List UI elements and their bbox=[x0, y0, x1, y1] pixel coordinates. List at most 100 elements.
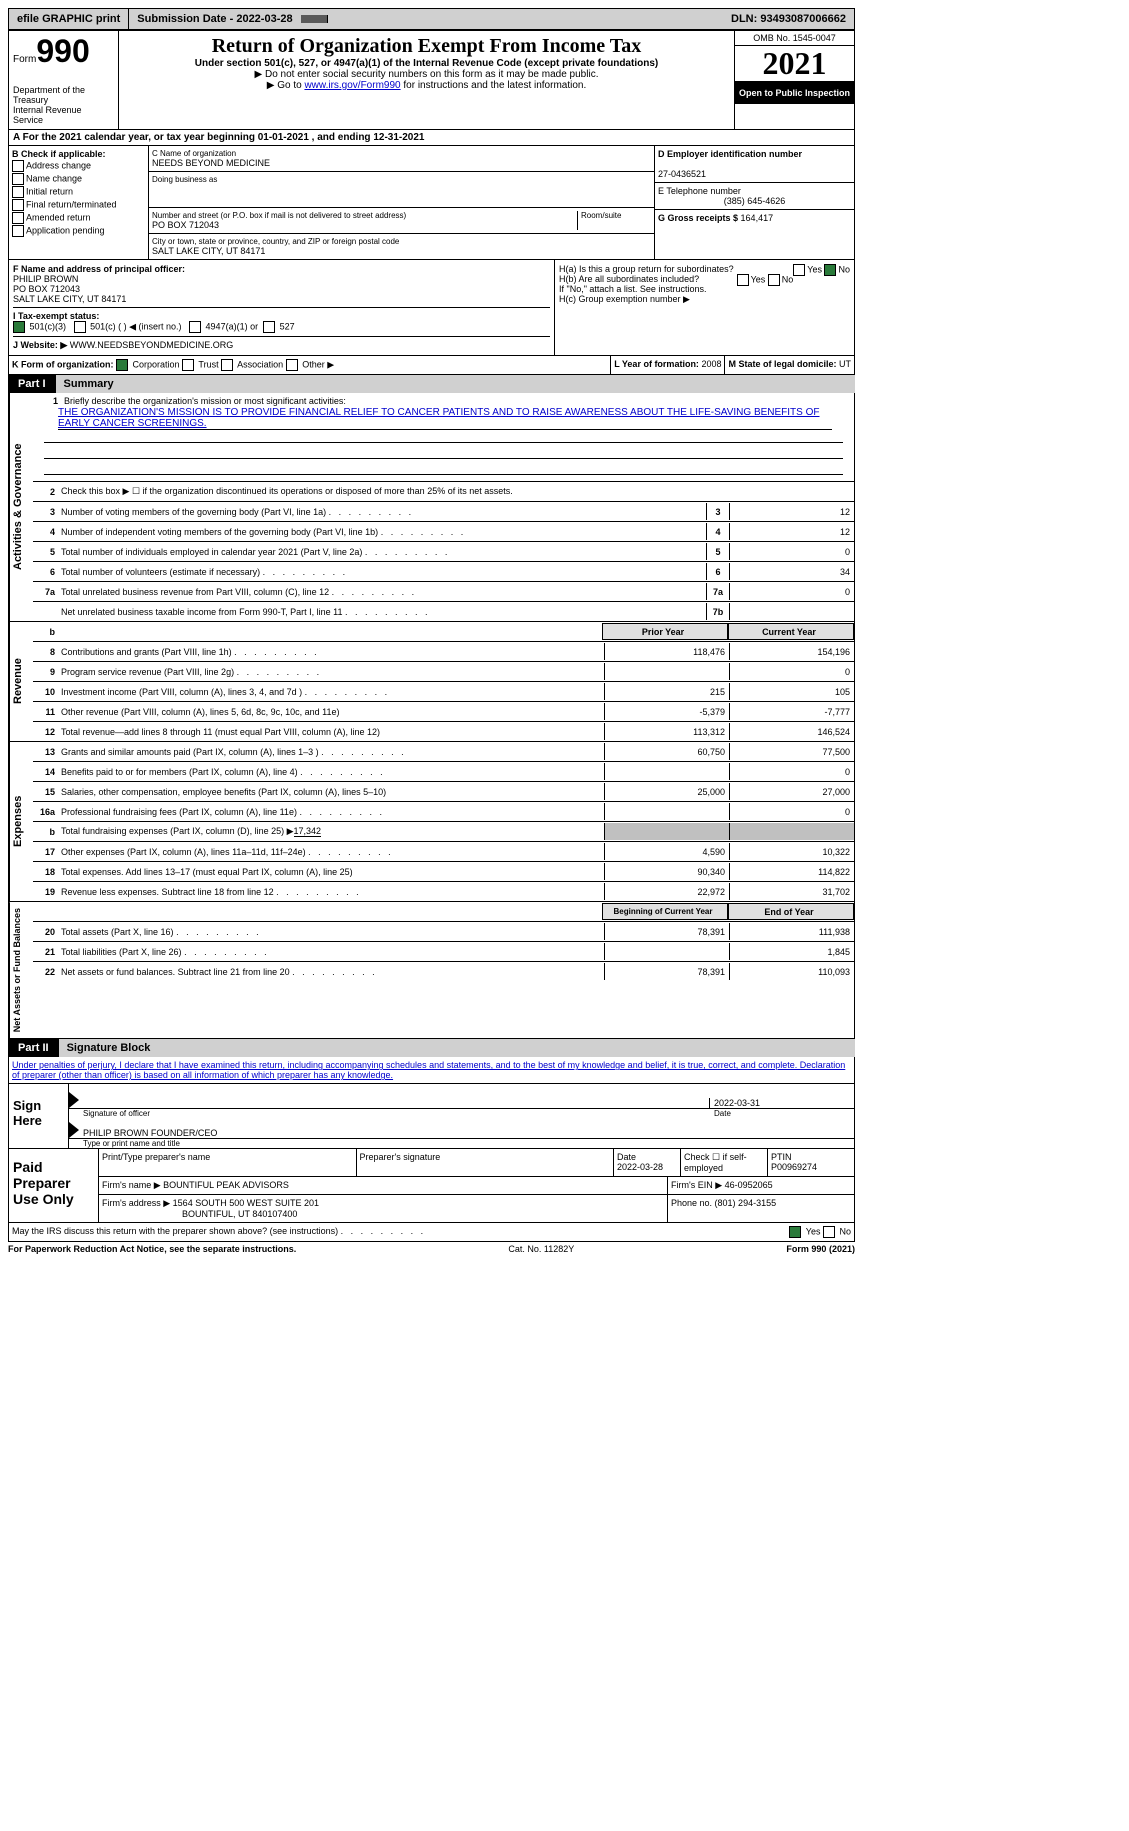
form-note-2: ▶ Go to www.irs.gov/Form990 for instruct… bbox=[123, 80, 730, 91]
part-1-header: Part I Summary bbox=[8, 375, 855, 393]
dba-cell: Doing business as bbox=[149, 172, 654, 208]
l18-text: Total expenses. Add lines 13–17 (must eq… bbox=[59, 867, 604, 877]
chk-final-return[interactable]: Final return/terminated bbox=[12, 199, 145, 211]
firm-name: BOUNTIFUL PEAK ADVISORS bbox=[163, 1180, 289, 1190]
form-header: Form990 Department of the Treasury Inter… bbox=[8, 30, 855, 130]
m-value: UT bbox=[839, 359, 851, 369]
l4-text: Number of independent voting members of … bbox=[59, 527, 706, 537]
chk-501c[interactable] bbox=[74, 321, 86, 333]
city-value: SALT LAKE CITY, UT 84171 bbox=[152, 246, 265, 256]
l12-curr: 146,524 bbox=[729, 723, 854, 740]
sig-date-value: 2022-03-31 bbox=[709, 1098, 854, 1108]
omb-number: OMB No. 1545-0047 bbox=[735, 31, 854, 46]
hb-no[interactable] bbox=[768, 274, 780, 286]
firm-phone: (801) 294-3155 bbox=[715, 1198, 777, 1208]
chk-initial-return[interactable]: Initial return bbox=[12, 186, 145, 198]
discuss-yes[interactable] bbox=[789, 1226, 801, 1238]
l21-text: Total liabilities (Part X, line 26) bbox=[59, 947, 604, 957]
chk-name-change[interactable]: Name change bbox=[12, 173, 145, 185]
officer-group-grid: F Name and address of principal officer:… bbox=[8, 260, 855, 356]
hb-no-label: No bbox=[782, 274, 794, 284]
chk-4947[interactable] bbox=[189, 321, 201, 333]
l-label: L Year of formation: bbox=[614, 359, 701, 369]
l5-val: 0 bbox=[729, 543, 854, 560]
phone-value: (385) 645-4626 bbox=[658, 196, 851, 206]
chk-assoc[interactable] bbox=[221, 359, 233, 371]
officer-name: PHILIP BROWN bbox=[13, 274, 78, 284]
hb-yes[interactable] bbox=[737, 274, 749, 286]
website-label: J Website: ▶ bbox=[13, 340, 70, 350]
page-footer: For Paperwork Reduction Act Notice, see … bbox=[8, 1242, 855, 1256]
officer-addr2: SALT LAKE CITY, UT 84171 bbox=[13, 294, 126, 304]
discuss-text: May the IRS discuss this return with the… bbox=[12, 1226, 423, 1238]
firm-phone-label: Phone no. bbox=[671, 1198, 715, 1208]
arrow-icon-2 bbox=[69, 1122, 79, 1138]
chk-other[interactable] bbox=[286, 359, 298, 371]
l5-text: Total number of individuals employed in … bbox=[59, 547, 706, 557]
l6-text: Total number of volunteers (estimate if … bbox=[59, 567, 706, 577]
efile-print-button[interactable]: efile GRAPHIC print bbox=[9, 9, 129, 29]
l22-curr: 110,093 bbox=[729, 963, 854, 980]
l10-curr: 105 bbox=[729, 683, 854, 700]
chk-amended-return[interactable]: Amended return bbox=[12, 212, 145, 224]
l14-text: Benefits paid to or for members (Part IX… bbox=[59, 767, 604, 777]
chk-label-4: Amended return bbox=[26, 212, 91, 222]
l11-curr: -7,777 bbox=[729, 703, 854, 720]
l-value: 2008 bbox=[701, 359, 721, 369]
l21-curr: 1,845 bbox=[729, 943, 854, 960]
l8-curr: 154,196 bbox=[729, 643, 854, 660]
sign-here-label: Sign Here bbox=[9, 1084, 69, 1148]
chk-corp[interactable] bbox=[116, 359, 128, 371]
hc-label: H(c) Group exemption number ▶ bbox=[559, 294, 850, 305]
l18-curr: 114,822 bbox=[729, 863, 854, 880]
net-assets-section: Net Assets or Fund Balances Beginning of… bbox=[8, 902, 855, 1039]
l13-text: Grants and similar amounts paid (Part IX… bbox=[59, 747, 604, 757]
ha-yes[interactable] bbox=[793, 264, 805, 276]
revenue-section: Revenue bPrior YearCurrent Year 8Contrib… bbox=[8, 622, 855, 742]
chk-501c3[interactable] bbox=[13, 321, 25, 333]
expenses-section: Expenses 13Grants and similar amounts pa… bbox=[8, 742, 855, 902]
l9-prior bbox=[604, 663, 729, 680]
addr-label: Number and street (or P.O. box if mail i… bbox=[152, 211, 577, 220]
officer-name-typed: PHILIP BROWN FOUNDER/CEO bbox=[79, 1128, 854, 1138]
officer-label: F Name and address of principal officer: bbox=[13, 264, 185, 274]
sign-here-row: Sign Here 2022-03-31 Signature of office… bbox=[8, 1084, 855, 1149]
treasury-dept: Department of the Treasury Internal Reve… bbox=[13, 85, 114, 125]
ha-no[interactable] bbox=[824, 264, 836, 276]
note2-post: for instructions and the latest informat… bbox=[401, 80, 587, 91]
row-k-l-m: K Form of organization: Corporation Trus… bbox=[8, 356, 855, 375]
chk-trust[interactable] bbox=[182, 359, 194, 371]
l16a-prior bbox=[604, 803, 729, 820]
l17-text: Other expenses (Part IX, column (A), lin… bbox=[59, 847, 604, 857]
irs-link[interactable]: www.irs.gov/Form990 bbox=[304, 80, 400, 91]
hdr-curr: Current Year bbox=[728, 623, 854, 640]
room-label: Room/suite bbox=[581, 211, 651, 220]
phone-label: E Telephone number bbox=[658, 186, 741, 196]
l20-prior: 78,391 bbox=[604, 923, 729, 940]
discuss-no[interactable] bbox=[823, 1226, 835, 1238]
gross-value: 164,417 bbox=[741, 213, 774, 223]
dln-label: DLN: bbox=[731, 13, 760, 25]
l12-text: Total revenue—add lines 8 through 11 (mu… bbox=[59, 727, 604, 737]
hdr-beg: Beginning of Current Year bbox=[602, 903, 728, 920]
l7a-text: Total unrelated business revenue from Pa… bbox=[59, 587, 706, 597]
l11-prior: -5,379 bbox=[604, 703, 729, 720]
chk-527[interactable] bbox=[263, 321, 275, 333]
col-b-checkboxes: B Check if applicable: Address change Na… bbox=[9, 146, 149, 260]
penalty-statement[interactable]: Under penalties of perjury, I declare th… bbox=[12, 1060, 845, 1080]
org-name-label: C Name of organization bbox=[152, 149, 651, 158]
submission-date-value: 2022-03-28 bbox=[236, 13, 292, 25]
ein-label: D Employer identification number bbox=[658, 149, 802, 159]
street-address: PO BOX 712043 bbox=[152, 220, 219, 230]
l16b-text: Total fundraising expenses (Part IX, col… bbox=[59, 826, 604, 837]
pra-notice: For Paperwork Reduction Act Notice, see … bbox=[8, 1244, 296, 1254]
l7b-text: Net unrelated business taxable income fr… bbox=[59, 607, 706, 617]
chk-address-change[interactable]: Address change bbox=[12, 160, 145, 172]
ptin-value: P00969274 bbox=[771, 1162, 817, 1172]
l13-curr: 77,500 bbox=[729, 743, 854, 760]
chk-application-pending[interactable]: Application pending bbox=[12, 225, 145, 237]
omb-block: OMB No. 1545-0047 2021 Open to Public In… bbox=[734, 31, 854, 129]
note2-pre: ▶ Go to bbox=[267, 80, 305, 91]
l7b-val bbox=[729, 603, 854, 620]
l1-mission[interactable]: THE ORGANIZATION'S MISSION IS TO PROVIDE… bbox=[58, 407, 832, 430]
